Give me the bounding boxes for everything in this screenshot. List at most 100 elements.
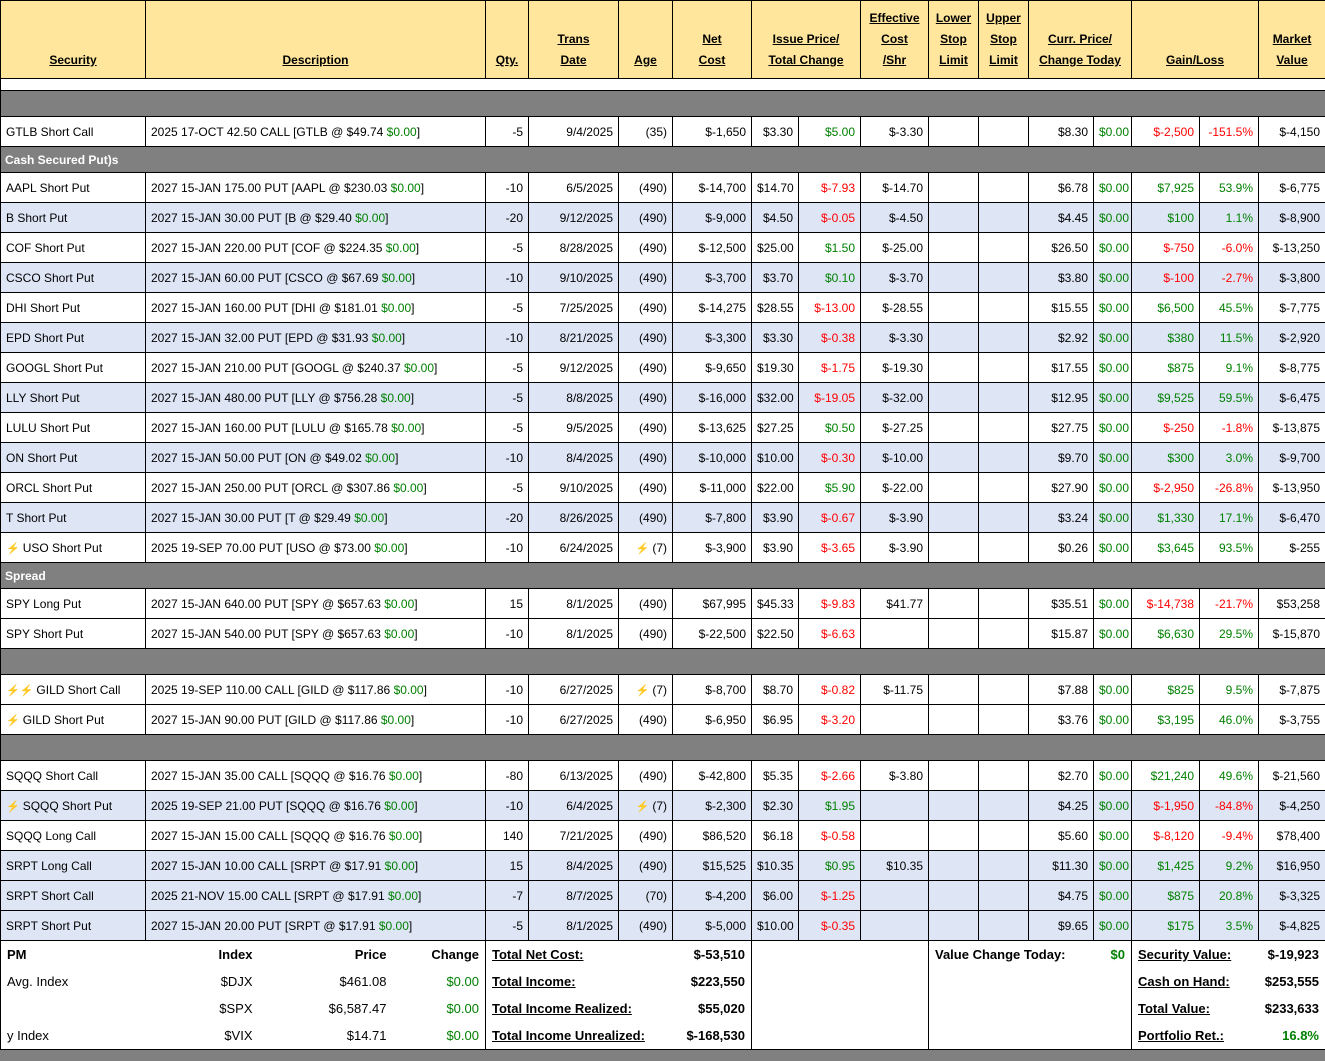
- net-cost-cell: $-9,650: [673, 353, 752, 383]
- change-today-cell: $0.00: [1094, 323, 1132, 353]
- lower-stop-cell: [929, 353, 979, 383]
- col-header-effective-cost[interactable]: Effective Cost /Shr: [861, 1, 929, 79]
- index-price: $461.08: [259, 968, 393, 995]
- curr-price-cell: $4.25: [1029, 791, 1094, 821]
- security-cell: SPY Short Put: [1, 619, 146, 649]
- age-cell: ⚡(7): [619, 533, 673, 563]
- footer-summary: PM Index Price Change Total Net Cost: $-…: [0, 941, 1325, 1049]
- description-close: ]: [419, 769, 422, 783]
- description-text: 2027 15-JAN 90.00 PUT [GILD @ $117.86: [151, 713, 381, 727]
- security-cell: SQQQ Short Call: [1, 761, 146, 791]
- description-text: 2027 15-JAN 30.00 PUT [T @ $29.49: [151, 511, 354, 525]
- issue-price-cell: $27.25: [752, 413, 799, 443]
- description-text: 2027 15-JAN 175.00 PUT [AAPL @ $230.03: [151, 181, 391, 195]
- col-header-upper-stop[interactable]: Upper Stop Limit: [979, 1, 1029, 79]
- col-header-qty-label: Qty.: [496, 50, 518, 71]
- age-cell: (490): [619, 443, 673, 473]
- col-header-qty[interactable]: Qty.: [486, 1, 529, 79]
- net-cost-cell: $-10,000: [673, 443, 752, 473]
- change-today-cell: $0.00: [1094, 761, 1132, 791]
- total-income-label[interactable]: Total Income:: [492, 974, 576, 989]
- age-value: (490): [639, 301, 667, 315]
- footer-spacer: [752, 1022, 929, 1049]
- lower-stop-cell: [929, 705, 979, 735]
- total-net-cost-label[interactable]: Total Net Cost:: [492, 947, 583, 962]
- col-header-net-cost[interactable]: Net Cost: [673, 1, 752, 79]
- col-header-market-value[interactable]: Market Value: [1259, 1, 1325, 79]
- section-row: Spread: [1, 563, 1325, 589]
- net-cost-cell: $86,520: [673, 821, 752, 851]
- total-change-cell: $1.95: [799, 791, 861, 821]
- description-change: $0.00: [404, 361, 434, 375]
- table-row: SRPT Short Put 2027 15-JAN 20.00 PUT [SR…: [1, 911, 1325, 941]
- security-name: SRPT Long Call: [6, 859, 92, 873]
- issue-price-cell: $3.30: [752, 117, 799, 147]
- security-value-label[interactable]: Security Value:: [1138, 947, 1231, 962]
- description-change: $0.00: [381, 391, 411, 405]
- age-cell: (490): [619, 323, 673, 353]
- age-cell: (490): [619, 589, 673, 619]
- market-value-cell: $-4,150: [1259, 117, 1325, 147]
- gain-loss-pct-cell: 9.2%: [1200, 851, 1259, 881]
- lower-stop-cell: [929, 675, 979, 705]
- description-cell: 2027 15-JAN 540.00 PUT [SPY @ $657.63 $0…: [146, 619, 486, 649]
- col-header-description[interactable]: Description: [146, 1, 486, 79]
- section-cell: Cash Secured Put)s: [1, 147, 1325, 173]
- col-header-trans-date-label: Trans Date: [557, 29, 589, 71]
- age-cell: (490): [619, 383, 673, 413]
- description-text: 2025 21-NOV 15.00 CALL [SRPT @ $17.91: [151, 889, 388, 903]
- total-income-realized-label[interactable]: Total Income Realized:: [492, 1001, 632, 1016]
- total-change-cell: $5.90: [799, 473, 861, 503]
- col-header-curr-price[interactable]: Curr. Price/ Change Today: [1029, 1, 1132, 79]
- gain-loss-pct-cell: 45.5%: [1200, 293, 1259, 323]
- lower-stop-cell: [929, 293, 979, 323]
- net-cost-cell: $-4,200: [673, 881, 752, 911]
- curr-price-cell: $27.90: [1029, 473, 1094, 503]
- description-change: $0.00: [386, 241, 416, 255]
- description-close: ]: [402, 331, 405, 345]
- col-header-lower-stop[interactable]: Lower Stop Limit: [929, 1, 979, 79]
- description-close: ]: [414, 799, 417, 813]
- lower-stop-cell: [929, 173, 979, 203]
- effective-cost-cell: $-3.30: [861, 117, 929, 147]
- col-header-trans-date[interactable]: Trans Date: [529, 1, 619, 79]
- qty-cell: -5: [486, 117, 529, 147]
- total-income-unrealized-label[interactable]: Total Income Unrealized:: [492, 1028, 645, 1043]
- total-change-cell: $5.00: [799, 117, 861, 147]
- change-today-cell: $0.00: [1094, 533, 1132, 563]
- price-column-header: Price: [259, 941, 393, 968]
- change-today-cell: $0.00: [1094, 705, 1132, 735]
- upper-stop-cell: [979, 503, 1029, 533]
- upper-stop-cell: [979, 233, 1029, 263]
- description-change: $0.00: [381, 713, 411, 727]
- col-header-security[interactable]: Security: [1, 1, 146, 79]
- qty-cell: -5: [486, 233, 529, 263]
- gain-loss-cell: $875: [1132, 353, 1200, 383]
- qty-cell: 15: [486, 589, 529, 619]
- lower-stop-cell: [929, 413, 979, 443]
- market-value-cell: $-6,475: [1259, 383, 1325, 413]
- lower-stop-cell: [929, 821, 979, 851]
- issue-price-cell: $19.30: [752, 353, 799, 383]
- cash-on-hand-label[interactable]: Cash on Hand:: [1138, 974, 1230, 989]
- age-value: (490): [639, 361, 667, 375]
- total-change-cell: $-0.38: [799, 323, 861, 353]
- total-value-label[interactable]: Total Value:: [1138, 1001, 1210, 1016]
- description-cell: 2027 15-JAN 30.00 PUT [T @ $29.49 $0.00]: [146, 503, 486, 533]
- security-cell: ⚡USO Short Put: [1, 533, 146, 563]
- description-change: $0.00: [389, 829, 419, 843]
- age-value: (490): [639, 829, 667, 843]
- col-header-age[interactable]: Age: [619, 1, 673, 79]
- security-cell: LLY Short Put: [1, 383, 146, 413]
- col-header-gain-loss[interactable]: Gain/Loss: [1132, 1, 1259, 79]
- table-row: GOOGL Short Put 2027 15-JAN 210.00 PUT […: [1, 353, 1325, 383]
- description-text: 2027 15-JAN 60.00 PUT [CSCO @ $67.69: [151, 271, 382, 285]
- index-name: Avg. Index: [1, 968, 146, 995]
- lightning-bolt-icon: ⚡⚡: [6, 685, 33, 697]
- portfolio-return-label[interactable]: Portfolio Ret.:: [1138, 1028, 1224, 1043]
- spacer-cell: [1, 79, 1325, 91]
- qty-cell: -5: [486, 383, 529, 413]
- market-value-cell: $-2,920: [1259, 323, 1325, 353]
- security-cell: LULU Short Put: [1, 413, 146, 443]
- col-header-issue-price[interactable]: Issue Price/ Total Change: [752, 1, 861, 79]
